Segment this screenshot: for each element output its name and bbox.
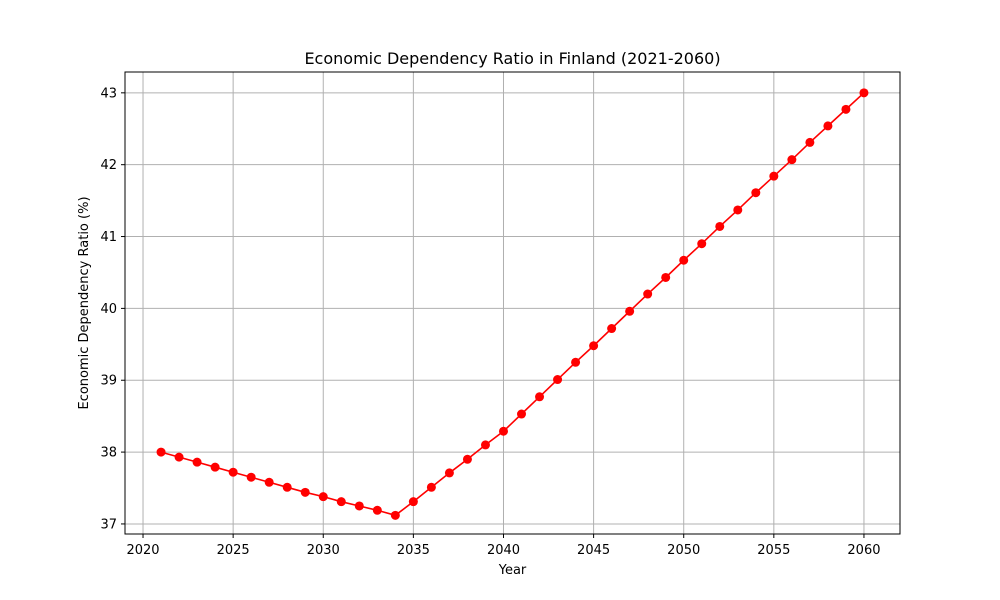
data-point (607, 324, 617, 334)
x-tick-label: 2045 (577, 543, 610, 558)
x-tick-label: 2025 (217, 543, 250, 558)
data-point (354, 501, 364, 511)
data-point (462, 454, 472, 464)
x-tick-label: 2040 (487, 543, 520, 558)
data-point (643, 289, 653, 299)
y-tick-label: 41 (100, 230, 117, 245)
data-point (625, 306, 635, 316)
x-tick-label: 2020 (126, 543, 159, 558)
x-tick-label: 2035 (397, 543, 430, 558)
x-tick-label: 2055 (757, 543, 790, 558)
data-point (318, 492, 328, 502)
data-point (390, 510, 400, 520)
data-point (535, 392, 545, 402)
data-point (264, 477, 274, 487)
data-point (661, 272, 671, 282)
data-point (174, 452, 184, 462)
x-tick-label: 2060 (847, 543, 880, 558)
data-point (769, 171, 779, 181)
y-tick-label: 42 (100, 158, 117, 173)
x-tick-label: 2030 (307, 543, 340, 558)
y-tick-label: 39 (100, 374, 117, 389)
data-point (228, 467, 238, 477)
data-point (787, 155, 797, 165)
y-tick-label: 38 (100, 446, 117, 461)
series-line (160, 92, 865, 517)
plot-area-frame (124, 71, 901, 535)
data-point (751, 188, 761, 198)
data-point (408, 497, 418, 507)
data-point (426, 482, 436, 492)
data-point (480, 440, 490, 450)
data-point (246, 472, 256, 482)
data-point (498, 426, 508, 436)
y-tick-label: 37 (100, 517, 117, 532)
grid (125, 72, 900, 534)
data-point (210, 462, 220, 472)
data-point (336, 497, 346, 507)
y-axis-label: Economic Dependency Ratio (%) (77, 196, 92, 409)
data-point (553, 375, 563, 385)
axis-ticks: 2020 2025 2030 2035 2040 2045 2050 2055 2060 37 38… (100, 86, 880, 558)
data-point (282, 482, 292, 492)
data-point (571, 357, 581, 367)
x-tick-label: 2050 (667, 543, 700, 558)
data-point (697, 239, 707, 249)
data-point (300, 487, 310, 497)
data-point (715, 221, 725, 231)
data-point (823, 121, 833, 131)
data-point (805, 137, 815, 147)
series-layer (156, 88, 869, 520)
x-axis-label: Year (498, 563, 527, 578)
data-point (372, 505, 382, 515)
y-tick-label: 43 (100, 86, 117, 101)
data-point (156, 447, 166, 457)
data-point (841, 104, 851, 114)
y-tick-label: 40 (100, 302, 117, 317)
data-point (859, 88, 869, 98)
data-point (733, 205, 743, 215)
data-point (589, 341, 599, 351)
data-point (679, 255, 689, 265)
data-point (192, 457, 202, 467)
data-point (517, 409, 527, 419)
chart-title: Economic Dependency Ratio in Finland (20… (304, 49, 720, 68)
data-point (444, 468, 454, 478)
